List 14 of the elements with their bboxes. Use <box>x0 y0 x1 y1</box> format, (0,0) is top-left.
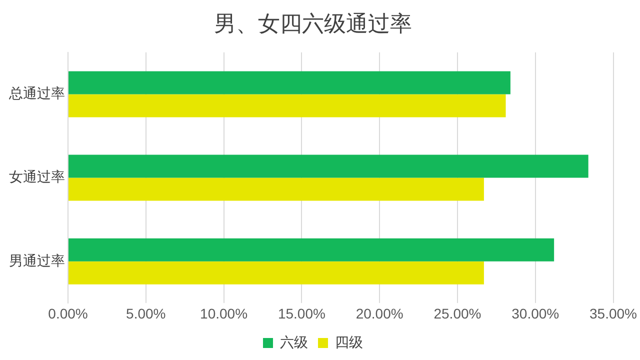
x-tick-label: 0.00% <box>48 305 88 322</box>
x-tick-label: 35.00% <box>590 305 637 322</box>
x-tick-label: 15.00% <box>278 305 326 322</box>
y-tick-label: 女通过率 <box>9 168 65 185</box>
x-tick-label: 25.00% <box>434 305 482 322</box>
x-tick-label: 30.00% <box>512 305 560 322</box>
legend-label: 四级 <box>335 334 363 350</box>
y-tick-label: 男通过率 <box>9 252 65 268</box>
x-tick-label: 10.00% <box>200 305 248 322</box>
x-tick-label: 20.00% <box>356 305 404 322</box>
x-tick-label: 5.00% <box>126 305 166 322</box>
legend-label: 六级 <box>280 334 308 350</box>
chart-title: 男、女四六级通过率 <box>214 12 412 37</box>
y-tick-label: 总通过率 <box>8 85 65 102</box>
